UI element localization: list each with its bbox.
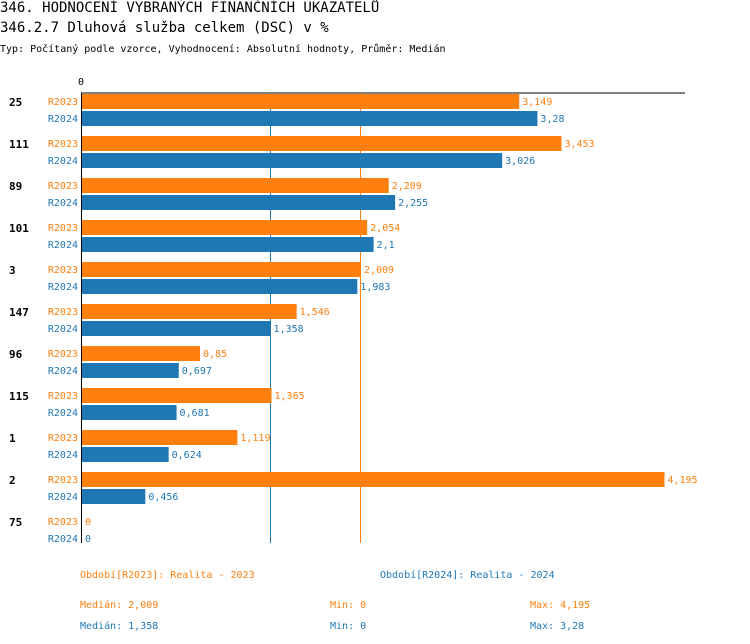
data-label: 2,054 — [370, 223, 400, 234]
data-label: 3,149 — [522, 97, 552, 108]
series-label-r2023: R2023 — [48, 181, 78, 192]
data-label: 3,453 — [564, 139, 594, 150]
category-label: 1 — [9, 432, 16, 445]
category-label: 111 — [9, 138, 29, 151]
series-label-r2024: R2024 — [48, 324, 78, 335]
series-label-r2023: R2023 — [48, 223, 78, 234]
type-description: Typ: Počítaný podle vzorce, Vyhodnocení:… — [0, 44, 446, 55]
series-label-r2024: R2024 — [48, 282, 78, 293]
bar-r2023 — [82, 346, 201, 361]
legend-r2024: Období[R2024]: Realita - 2024 — [380, 570, 555, 581]
series-label-r2024: R2024 — [48, 198, 78, 209]
data-label: 0,624 — [172, 450, 202, 461]
series-label-r2024: R2024 — [48, 114, 78, 125]
bar-r2024 — [82, 279, 358, 294]
data-label: 1,358 — [274, 324, 304, 335]
series-label-r2024: R2024 — [48, 408, 78, 419]
page-title: 346. HODNOCENÍ VYBRANÝCH FINANČNÍCH UKAZ… — [0, 0, 380, 16]
data-label: 0 — [85, 534, 91, 545]
category-label: 89 — [9, 180, 22, 193]
data-label: 0,85 — [203, 349, 227, 360]
bar-r2023 — [82, 430, 238, 445]
bar-r2024 — [82, 321, 271, 336]
bar-r2023 — [82, 94, 520, 109]
bar-r2024 — [82, 195, 396, 210]
series-label-r2023: R2023 — [48, 391, 78, 402]
bar-r2024 — [82, 111, 538, 126]
data-label: 2,209 — [392, 181, 422, 192]
bar-r2024 — [82, 405, 177, 420]
series-label-r2023: R2023 — [48, 517, 78, 528]
bar-r2024 — [82, 447, 169, 462]
median-r2023: Medián: 2,009 — [80, 600, 159, 611]
series-label-r2024: R2024 — [48, 492, 78, 503]
series-label-r2023: R2023 — [48, 139, 78, 150]
max-r2024: Max: 3,28 — [530, 621, 585, 632]
category-label: 3 — [9, 264, 16, 277]
data-label: 3,28 — [540, 114, 564, 125]
data-label: 3,026 — [505, 156, 535, 167]
bar-r2023 — [82, 388, 272, 403]
data-label: 1,119 — [240, 433, 270, 444]
series-label-r2023: R2023 — [48, 265, 78, 276]
legend-r2023: Období[R2023]: Realita - 2023 — [80, 570, 255, 581]
data-label: 1,983 — [360, 282, 390, 293]
bar-r2023 — [82, 472, 665, 487]
data-label: 2,009 — [364, 265, 394, 276]
data-label: 1,546 — [300, 307, 330, 318]
data-label: 4,195 — [667, 475, 697, 486]
bar-r2024 — [82, 489, 146, 504]
series-label-r2023: R2023 — [48, 307, 78, 318]
category-label: 147 — [9, 306, 29, 319]
category-label: 101 — [9, 222, 29, 235]
series-label-r2023: R2023 — [48, 475, 78, 486]
data-label: 0,697 — [182, 366, 212, 377]
median-r2024: Medián: 1,358 — [80, 621, 159, 632]
series-label-r2023: R2023 — [48, 97, 78, 108]
bar-r2023 — [82, 262, 361, 277]
bar-r2023 — [82, 304, 297, 319]
bar-r2024 — [82, 153, 503, 168]
bar-r2023 — [82, 178, 389, 193]
bar-r2023 — [82, 136, 562, 151]
category-label: 25 — [9, 96, 22, 109]
series-label-r2023: R2023 — [48, 433, 78, 444]
data-label: 0,681 — [180, 408, 210, 419]
bar-r2023 — [82, 220, 368, 235]
min-r2024: Min: 0 — [330, 621, 367, 632]
min-r2023: Min: 0 — [330, 600, 367, 611]
max-r2023: Max: 4,195 — [530, 600, 591, 611]
category-label: 75 — [9, 516, 22, 529]
data-label: 0,456 — [148, 492, 178, 503]
bar-chart: 0 25 R2023 3,149 R2024 3,28 111 R2023 3,453 R2024… — [9, 77, 698, 545]
series-label-r2023: R2023 — [48, 349, 78, 360]
series-label-r2024: R2024 — [48, 450, 78, 461]
data-label: 0 — [85, 517, 91, 528]
axis-zero-label: 0 — [78, 77, 84, 88]
category-label: 115 — [9, 390, 29, 403]
series-label-r2024: R2024 — [48, 240, 78, 251]
series-label-r2024: R2024 — [48, 534, 78, 545]
chart-subtitle: 346.2.7 Dluhová služba celkem (DSC) v % — [0, 20, 329, 36]
data-label: 1,365 — [275, 391, 305, 402]
data-label: 2,255 — [398, 198, 428, 209]
bar-r2024 — [82, 237, 374, 252]
category-label: 2 — [9, 474, 16, 487]
series-label-r2024: R2024 — [48, 366, 78, 377]
data-label: 2,1 — [377, 240, 395, 251]
category-label: 96 — [9, 348, 23, 361]
series-label-r2024: R2024 — [48, 156, 78, 167]
bar-r2024 — [82, 363, 179, 378]
